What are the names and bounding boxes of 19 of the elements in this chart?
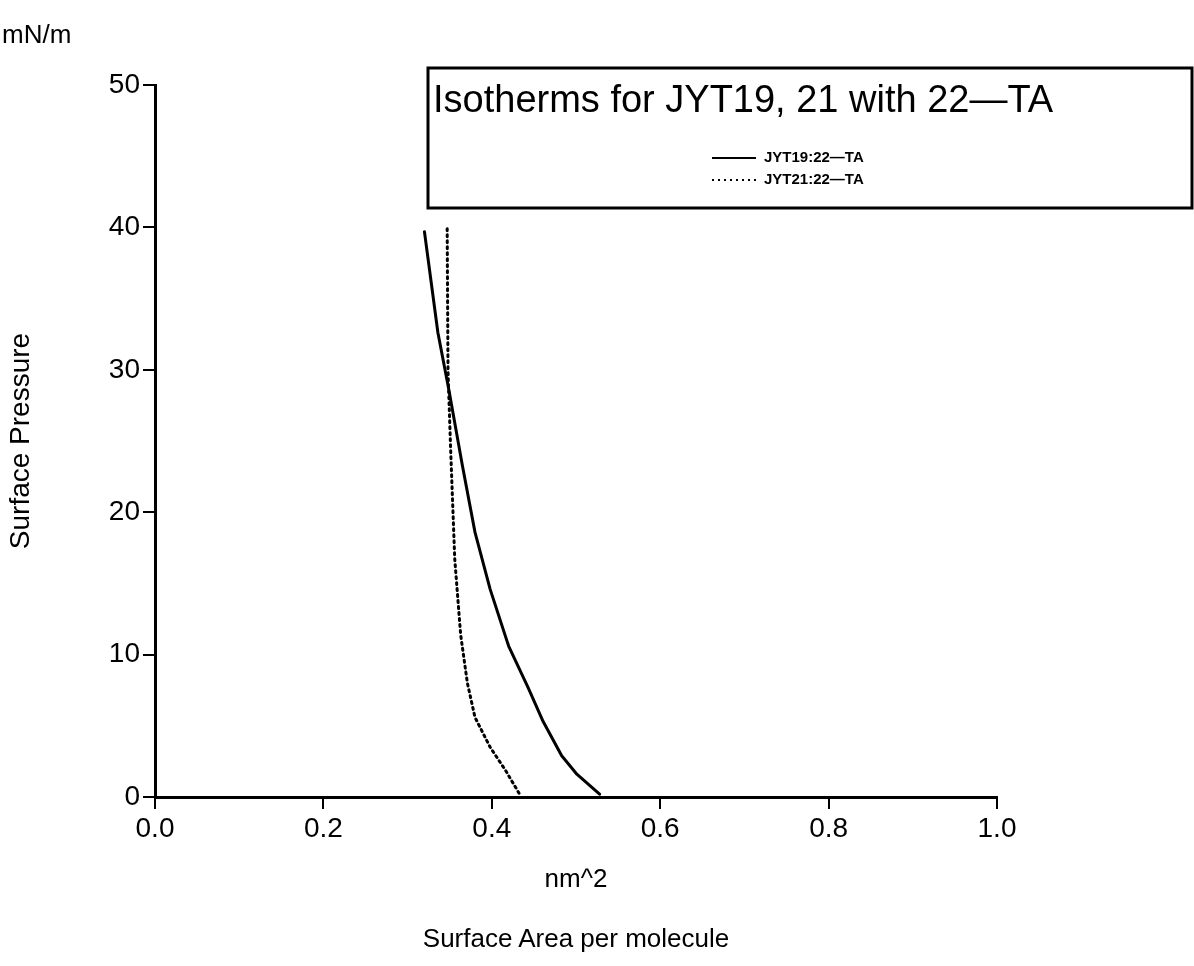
- x-tick-label: 0.0: [135, 811, 175, 843]
- x-tick-label: 0.2: [303, 811, 343, 843]
- y-tick-label: 0: [124, 779, 140, 811]
- x-tick-label: 1.0: [977, 811, 1017, 843]
- y-tick-label: 50: [108, 67, 140, 99]
- text: nm^2: [544, 863, 608, 894]
- chart-title: Isotherms for JYT19, 21 with 22—TA: [433, 78, 1054, 121]
- text: mN/m: [2, 19, 72, 50]
- y-tick-label: 40: [108, 210, 140, 242]
- x-tick-label: 0.4: [472, 811, 512, 843]
- legend-label: JYT19:22—TA: [764, 148, 864, 166]
- legend-label: JYT21:22—TA: [764, 170, 864, 188]
- x-axis-title: Surface Area per molecule: [422, 923, 730, 954]
- y-tick-label: 30: [108, 352, 140, 384]
- y-tick-label: 10: [108, 637, 140, 669]
- x-tick-label: 0.8: [809, 811, 849, 843]
- x-tick-label: 0.6: [640, 811, 680, 843]
- y-axis-title: Surface Pressure: [3, 332, 35, 550]
- y-tick-label: 20: [108, 494, 140, 526]
